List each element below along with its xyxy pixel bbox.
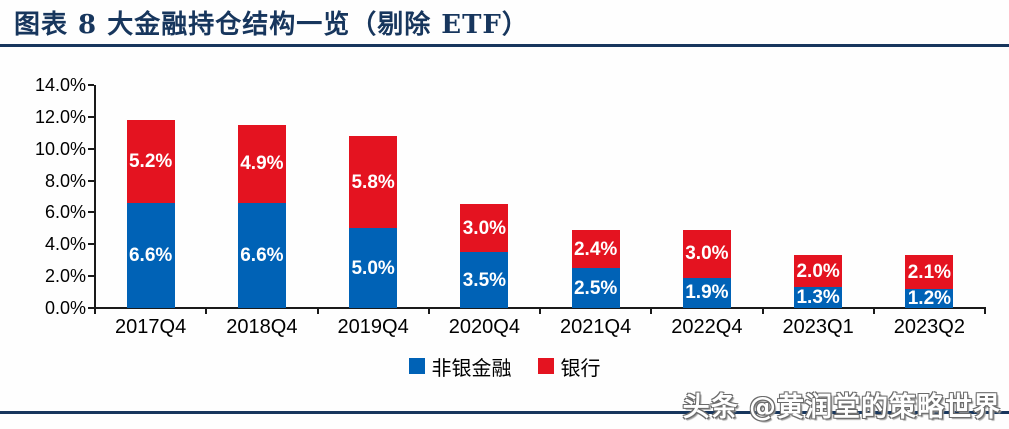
bar-value-label: 3.5% bbox=[462, 269, 507, 291]
x-axis-category-label: 2019Q4 bbox=[337, 316, 409, 338]
bar-value-label: 2.4% bbox=[573, 238, 618, 260]
bar-segment-银行: 2.1% bbox=[905, 255, 954, 289]
bar-value-label: 1.9% bbox=[685, 282, 729, 304]
y-axis-tick bbox=[88, 179, 94, 182]
y-axis-tick-label: 12.0% bbox=[34, 106, 86, 127]
x-axis-category-label: 2020Q4 bbox=[448, 316, 520, 338]
y-axis-tick-label: 2.0% bbox=[44, 266, 86, 287]
bar-segment-非银金融: 1.9% bbox=[682, 277, 731, 308]
bar-value-label: 2.0% bbox=[796, 260, 840, 282]
x-axis-tick bbox=[984, 307, 986, 314]
bar-segment-非银金融: 3.5% bbox=[460, 252, 509, 308]
x-axis-tick bbox=[761, 307, 764, 314]
bar-value-label: 2.5% bbox=[573, 277, 618, 299]
bar-value-label: 3.0% bbox=[462, 217, 507, 239]
bar-value-label: 4.9% bbox=[240, 153, 284, 175]
x-axis-category-label: 2017Q4 bbox=[115, 316, 187, 338]
x-axis-tick bbox=[205, 307, 208, 314]
y-axis-tick-label: 14.0% bbox=[34, 75, 86, 95]
y-axis-tick-label: 10.0% bbox=[34, 138, 86, 159]
bar-value-label: 5.2% bbox=[128, 150, 173, 172]
y-axis-tick bbox=[88, 307, 94, 309]
x-axis-category-label: 2022Q4 bbox=[671, 316, 743, 338]
bar-value-label: 5.8% bbox=[351, 171, 395, 193]
x-axis-tick bbox=[650, 307, 653, 314]
watermark: 头条 @黄润堂的策略世界 bbox=[682, 392, 1001, 423]
bar-value-label: 6.6% bbox=[240, 244, 284, 266]
x-axis-category-label: 2023Q1 bbox=[782, 316, 854, 338]
legend-swatch-icon bbox=[408, 358, 425, 374]
legend-item-银行: 银行 bbox=[537, 352, 601, 381]
y-axis-tick bbox=[88, 275, 94, 278]
bar-value-label: 2.1% bbox=[907, 261, 952, 283]
y-axis-tick-label: 0.0% bbox=[44, 298, 86, 318]
bar-segment-银行: 3.0% bbox=[460, 204, 509, 253]
x-axis-tick bbox=[872, 307, 875, 314]
bar-segment-非银金融: 2.5% bbox=[571, 268, 620, 308]
legend-label: 非银金融 bbox=[431, 357, 512, 380]
x-axis-category-label: 2023Q2 bbox=[893, 316, 965, 338]
x-axis-tick bbox=[539, 307, 541, 314]
y-axis-tick bbox=[88, 211, 94, 214]
bar-segment-银行: 2.0% bbox=[794, 255, 843, 288]
title-divider bbox=[0, 44, 1009, 47]
bar-segment-非银金融: 5.0% bbox=[349, 228, 398, 308]
bar-segment-银行: 3.0% bbox=[682, 229, 731, 278]
bottom-divider bbox=[0, 411, 1009, 414]
bar-value-label: 1.2% bbox=[907, 287, 952, 309]
y-axis-line bbox=[94, 85, 96, 313]
x-axis-tick bbox=[94, 307, 96, 314]
y-axis-tick-label: 8.0% bbox=[44, 170, 86, 191]
x-axis-tick bbox=[316, 307, 319, 314]
bar-segment-非银金融: 1.2% bbox=[905, 287, 954, 309]
x-axis-tick bbox=[427, 307, 430, 314]
bar-segment-银行: 2.4% bbox=[571, 229, 620, 269]
y-axis-tick-label: 6.0% bbox=[44, 202, 86, 223]
y-axis-tick bbox=[88, 147, 94, 150]
bar-segment-非银金融: 6.6% bbox=[237, 202, 286, 308]
bar-value-label: 3.0% bbox=[685, 243, 729, 265]
bar-segment-银行: 5.2% bbox=[126, 120, 175, 203]
bar-value-label: 5.0% bbox=[351, 257, 395, 279]
bar-value-label: 1.3% bbox=[796, 287, 840, 309]
y-axis-tick-label: 4.0% bbox=[44, 234, 86, 255]
bar-value-label: 6.6% bbox=[128, 244, 173, 266]
y-axis-tick bbox=[88, 84, 94, 86]
y-axis-tick bbox=[88, 115, 94, 118]
legend-item-非银金融: 非银金融 bbox=[408, 352, 512, 381]
bar-segment-银行: 4.9% bbox=[237, 124, 286, 203]
legend-label: 银行 bbox=[560, 357, 601, 380]
x-axis-line bbox=[88, 307, 985, 309]
bar-segment-非银金融: 1.3% bbox=[794, 287, 843, 309]
bar-segment-银行: 5.8% bbox=[349, 135, 398, 229]
legend-swatch-icon bbox=[537, 358, 554, 374]
x-axis-category-label: 2018Q4 bbox=[226, 316, 298, 338]
x-axis-category-label: 2021Q4 bbox=[560, 316, 632, 338]
y-axis-tick bbox=[88, 243, 94, 246]
figure-title: 图表 8 大金融持仓结构一览（剔除 ETF） bbox=[14, 10, 529, 40]
chart-legend: 非银金融 银行 bbox=[0, 352, 1009, 380]
bar-segment-非银金融: 6.6% bbox=[126, 202, 175, 308]
